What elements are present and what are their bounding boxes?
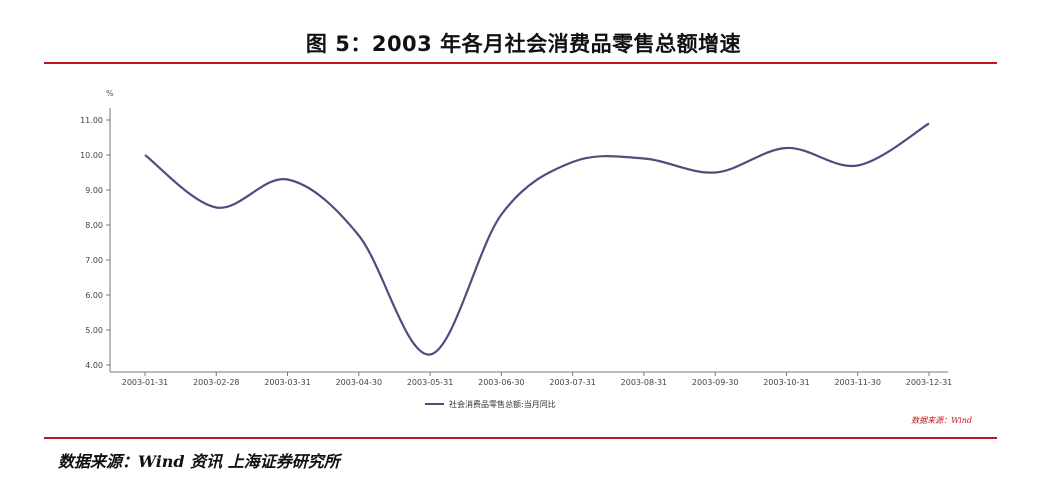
x-tick-label: 2003-09-30	[692, 378, 739, 387]
x-tick-label: 2003-03-31	[264, 378, 311, 387]
line-chart: 4.00 5.00 6.00 7.00 8.00 9.00 10.00 11.00 2003-…	[80, 89, 972, 425]
x-tick-label: 2003-10-31	[763, 378, 810, 387]
x-tick-label: 2003-05-31	[407, 378, 454, 387]
y-tick-label: 8.00	[85, 221, 103, 230]
x-tick-label: 2003-04-30	[336, 378, 383, 387]
chart-watermark: 数据来源：Wind	[911, 416, 972, 425]
y-tick-label: 11.00	[80, 116, 103, 125]
series-line	[144, 122, 930, 356]
series-layer	[144, 122, 930, 356]
y-axis: 4.00 5.00 6.00 7.00 8.00 9.00 10.00 11.00	[80, 108, 111, 372]
bottom-divider	[44, 437, 997, 439]
top-divider	[44, 62, 997, 64]
x-tick-label: 2003-07-31	[549, 378, 596, 387]
legend: 社会消费品零售总额:当月同比	[425, 399, 556, 409]
figure-title: 图 5：2003 年各月社会消费品零售总额增速	[305, 32, 742, 56]
y-tick-label: 6.00	[85, 291, 103, 300]
legend-label: 社会消费品零售总额:当月同比	[449, 399, 556, 409]
x-tick-label: 2003-12-31	[906, 378, 953, 387]
x-tick-label: 2003-11-30	[834, 378, 881, 387]
x-axis: 2003-01-31 2003-02-28 2003-03-31 2003-04-30…	[110, 371, 953, 387]
y-tick-label: 7.00	[85, 256, 103, 265]
y-tick-label: 10.00	[80, 151, 103, 160]
x-tick-label: 2003-02-28	[193, 378, 240, 387]
y-unit-label: %	[106, 89, 114, 98]
source-note: 数据来源：Wind 资讯 上海证券研究所	[58, 452, 340, 471]
y-tick-label: 5.00	[85, 326, 103, 335]
y-tick-label: 9.00	[85, 186, 103, 195]
y-tick-label: 4.00	[85, 361, 103, 370]
x-tick-label: 2003-08-31	[621, 378, 668, 387]
x-tick-label: 2003-01-31	[122, 378, 169, 387]
x-tick-label: 2003-06-30	[478, 378, 525, 387]
